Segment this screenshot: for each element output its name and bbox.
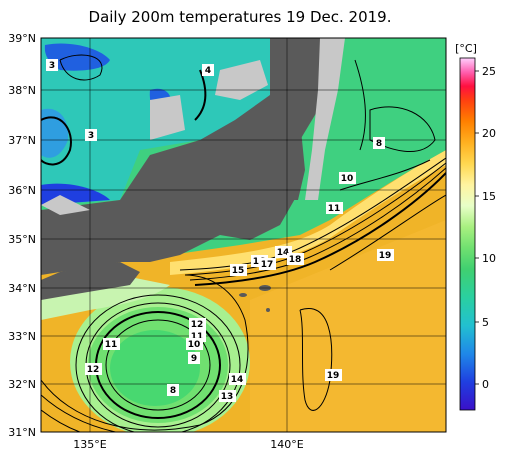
svg-text:12: 12 [191, 320, 204, 330]
contour-label: 8 [167, 384, 179, 396]
colorbar-tick: 20 [482, 127, 496, 140]
svg-text:11: 11 [105, 340, 118, 350]
lat-label: 34°N [8, 282, 36, 295]
contour-label: 3 [85, 129, 97, 141]
svg-text:11: 11 [191, 332, 204, 342]
contour-label: 8 [373, 137, 385, 149]
lat-label: 39°N [8, 32, 36, 45]
kuroshio-region [250, 220, 446, 432]
svg-text:3: 3 [49, 61, 55, 71]
colorbar-tick: 10 [482, 252, 496, 265]
contour-label: 11 [103, 338, 120, 350]
colorbar-unit: [°C] [455, 42, 477, 55]
colorbar-tick: 15 [482, 190, 496, 203]
longitude-labels: 135°E 140°E [73, 438, 303, 451]
lon-label: 135°E [73, 438, 106, 451]
map-title: Daily 200m temperatures 19 Dec. 2019. [88, 8, 392, 26]
honshu-land [41, 38, 330, 275]
contour-value-labels: 3 4 3 8 10 11 19 14 18 15 16 17 11 12 12… [46, 59, 394, 402]
island [239, 293, 247, 297]
contour-label: 17 [259, 258, 276, 270]
colorbar-gradient [459, 57, 476, 411]
svg-text:8: 8 [376, 139, 382, 149]
contour-label: 13 [219, 390, 236, 402]
svg-text:11: 11 [328, 204, 341, 214]
lon-label: 140°E [270, 438, 303, 451]
contour-label: 14 [229, 373, 246, 385]
svg-text:10: 10 [341, 174, 354, 184]
svg-text:13: 13 [221, 392, 234, 402]
coastal-shelf [41, 195, 90, 215]
contour-label: 19 [325, 369, 342, 381]
svg-text:10: 10 [188, 340, 201, 350]
svg-text:19: 19 [379, 251, 392, 261]
contour-label: 4 [202, 64, 214, 76]
warm-front-band [170, 150, 446, 275]
lat-label: 32°N [8, 378, 36, 391]
svg-text:8: 8 [170, 386, 176, 396]
wakasa-shelf [150, 95, 185, 140]
svg-text:3: 3 [88, 131, 94, 141]
latitude-labels: 39°N 38°N 37°N 36°N 35°N 34°N 33°N 32°N … [8, 32, 36, 439]
svg-text:12: 12 [87, 365, 100, 375]
svg-text:19: 19 [327, 371, 340, 381]
contour-label: 10 [339, 172, 356, 184]
contour-label: 3 [46, 59, 58, 71]
svg-text:14: 14 [277, 248, 290, 258]
lat-label: 33°N [8, 330, 36, 343]
contour-label: 11 [326, 202, 343, 214]
colorbar-tick: 25 [482, 65, 496, 78]
svg-text:4: 4 [205, 66, 211, 76]
lat-label: 38°N [8, 84, 36, 97]
island [266, 308, 270, 312]
northern-honshu-land [270, 38, 330, 200]
svg-text:18: 18 [289, 255, 302, 265]
svg-text:9: 9 [191, 354, 197, 364]
contour-label: 12 [189, 318, 206, 330]
lat-label: 36°N [8, 184, 36, 197]
coastal-shelf [305, 38, 345, 200]
contour-label: 15 [230, 264, 247, 276]
contour-label: 12 [85, 363, 102, 375]
lat-label: 35°N [8, 233, 36, 246]
contour-label: 9 [188, 352, 200, 364]
colorbar-tick: 5 [482, 316, 489, 329]
contour-label: 10 [186, 338, 203, 350]
svg-text:17: 17 [261, 260, 274, 270]
map-frame [40, 37, 447, 433]
svg-text:15: 15 [232, 266, 245, 276]
svg-text:14: 14 [231, 375, 244, 385]
contour-label: 19 [377, 249, 394, 261]
colorbar-tick: 0 [482, 378, 489, 391]
shikoku-land [41, 262, 140, 300]
lat-label: 31°N [8, 426, 36, 439]
lat-label: 37°N [8, 134, 36, 147]
contour-label: 18 [287, 253, 304, 265]
colorbar: [°C] 25 20 15 10 5 0 [455, 42, 496, 411]
